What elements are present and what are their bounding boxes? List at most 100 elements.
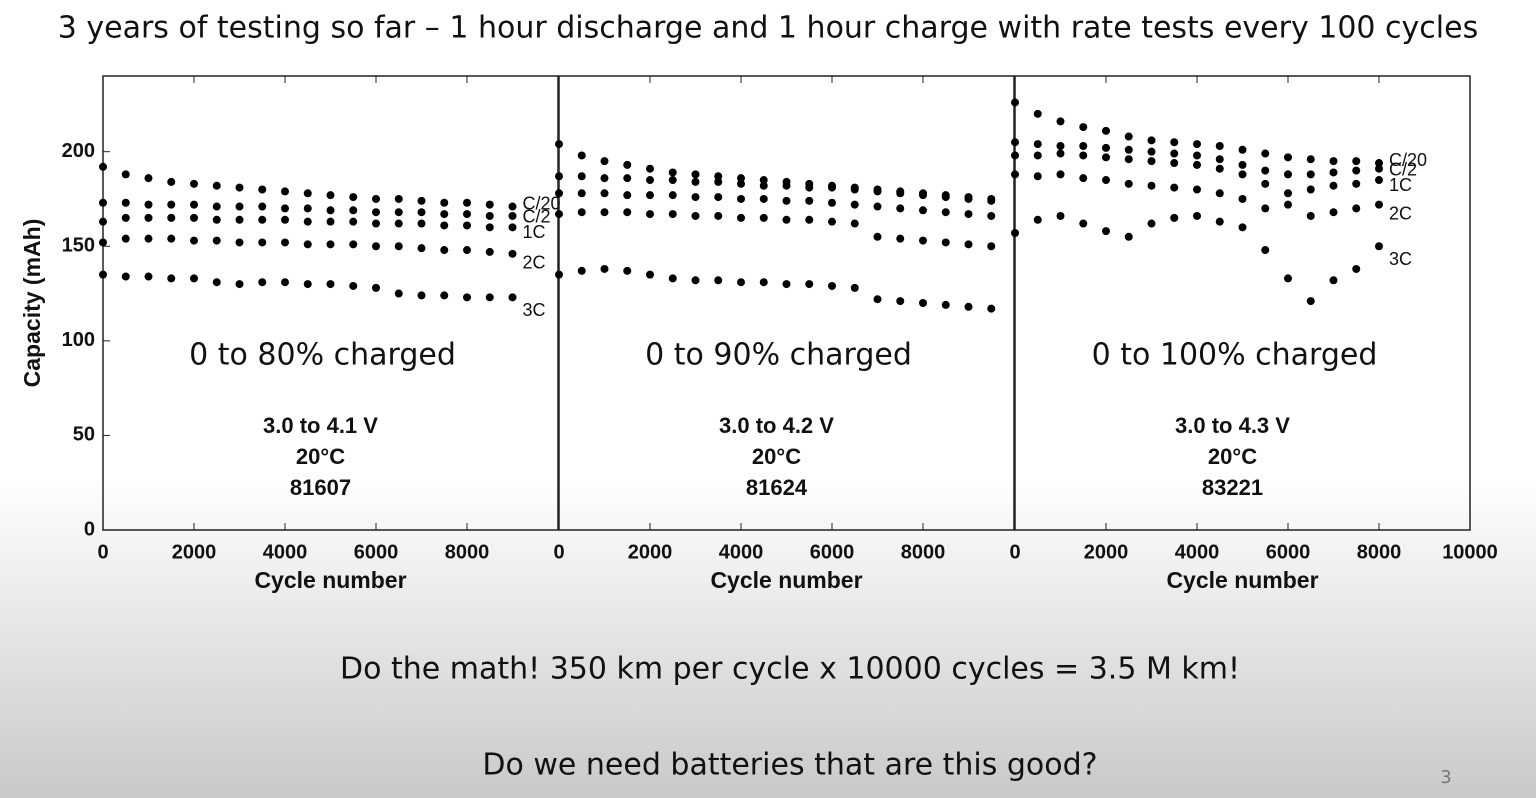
annotation: 20°C: [752, 444, 801, 469]
data-point: [668, 168, 677, 177]
data-point: [805, 183, 814, 192]
plot-frame: [558, 75, 1015, 531]
data-point: [850, 219, 859, 228]
data-point: [987, 242, 996, 251]
data-point: [463, 246, 471, 255]
data-point: [99, 238, 107, 247]
data-point: [463, 210, 471, 219]
data-point: [417, 244, 426, 253]
data-point: [1352, 264, 1361, 273]
data-point: [1170, 183, 1179, 192]
data-point: [190, 179, 198, 188]
data-point: [941, 300, 950, 309]
data-point: [99, 162, 107, 171]
annotation: 81607: [290, 475, 351, 500]
annotation-title: 0 to 100% charged: [1092, 338, 1378, 373]
data-point: [121, 234, 130, 243]
data-point: [964, 240, 973, 249]
series: [1011, 138, 1383, 179]
data-point: [417, 196, 426, 205]
data-point: [919, 236, 927, 245]
data-point: [1261, 204, 1270, 213]
data-point: [646, 210, 654, 219]
data-point: [121, 170, 130, 179]
data-point: [828, 183, 836, 192]
data-point: [1193, 185, 1201, 194]
data-point: [623, 208, 632, 217]
data-point: [372, 219, 380, 228]
data-point: [1215, 164, 1224, 173]
data-point: [577, 189, 586, 198]
data-point: [235, 183, 244, 192]
data-point: [235, 202, 244, 211]
slide-line: Do we need batteries that are this good?: [482, 748, 1097, 783]
data-point: [873, 202, 882, 211]
series: [555, 140, 996, 203]
data-point: [1124, 179, 1133, 188]
data-point: [1329, 208, 1338, 217]
data-point: [691, 276, 700, 285]
data-point: [485, 247, 494, 256]
data-point: [1306, 170, 1315, 179]
data-point: [303, 189, 312, 198]
data-point: [1306, 211, 1315, 220]
data-point: [144, 272, 153, 281]
data-point: [873, 187, 882, 196]
data-point: [1306, 297, 1315, 306]
series: [1011, 211, 1383, 306]
series: [555, 172, 996, 205]
data-point: [440, 246, 449, 255]
data-point: [896, 297, 905, 306]
data-point: [167, 213, 176, 222]
data-point: [326, 240, 335, 249]
data-point: [1124, 232, 1133, 241]
data-point: [782, 215, 791, 224]
data-point: [646, 164, 654, 173]
data-point: [212, 236, 221, 245]
data-point: [964, 302, 973, 311]
series-label: C/2: [523, 207, 551, 227]
series-label: 1C: [1389, 175, 1412, 195]
data-point: [964, 194, 973, 203]
data-point: [850, 185, 859, 194]
data-point: [1147, 136, 1156, 145]
x-tick-label: 8000: [1357, 541, 1402, 563]
slide-line: Do the math! 350 km per cycle x 10000 cy…: [340, 652, 1240, 687]
data-point: [508, 202, 517, 211]
series: [555, 189, 996, 220]
data-point: [577, 208, 586, 217]
data-point: [1215, 155, 1224, 164]
x-tick-label: 0: [1009, 541, 1020, 563]
x-axis-label: Cycle number: [254, 567, 406, 593]
y-tick-label: 100: [62, 329, 95, 351]
data-point: [349, 206, 358, 215]
data-point: [212, 278, 221, 287]
data-point: [190, 213, 198, 222]
data-point: [1033, 215, 1042, 224]
data-point: [623, 174, 632, 183]
data-point: [1056, 149, 1065, 158]
plot-frame: [1014, 75, 1471, 531]
data-point: [372, 283, 380, 292]
data-point: [1329, 157, 1338, 166]
data-point: [1284, 274, 1292, 283]
data-point: [691, 177, 700, 186]
data-point: [964, 210, 973, 219]
series: [99, 270, 517, 302]
x-tick-label: 4000: [719, 541, 764, 563]
data-point: [987, 304, 996, 313]
data-point: [1352, 204, 1361, 213]
data-point: [1147, 219, 1156, 228]
data-point: [1193, 151, 1201, 160]
annotation-title: 0 to 80% charged: [189, 338, 456, 373]
page-number: 3: [1440, 767, 1451, 788]
series: [555, 264, 996, 313]
data-point: [600, 264, 609, 273]
data-point: [99, 217, 107, 226]
y-axis-label: Capacity (mAh): [19, 219, 45, 388]
data-point: [440, 210, 449, 219]
data-point: [1033, 109, 1042, 118]
data-point: [714, 172, 723, 181]
data-point: [577, 266, 586, 275]
data-point: [235, 238, 244, 247]
